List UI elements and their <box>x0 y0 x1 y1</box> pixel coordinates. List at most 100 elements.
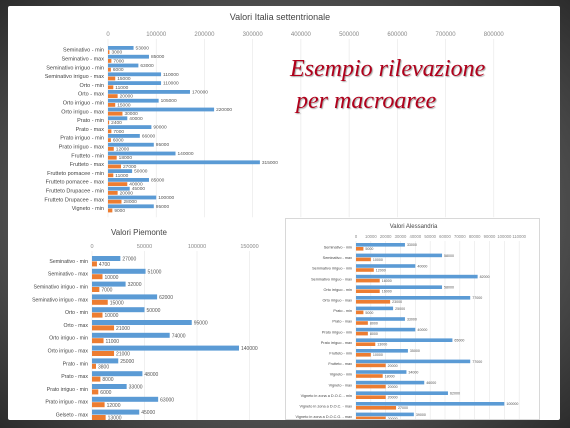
chart-title: Valori Piemonte <box>111 228 167 237</box>
x-tick-label: 0 <box>90 244 93 250</box>
data-label: 20000 <box>388 396 398 400</box>
category-label: Prato irriguo - max <box>59 145 104 151</box>
bar <box>92 409 140 415</box>
category-label: Prato irriguo - max <box>321 341 352 345</box>
bar <box>108 63 139 68</box>
data-label: 15000 <box>110 300 124 306</box>
category-label: Frutteto Drupacee - max <box>44 197 104 203</box>
bar <box>92 396 159 402</box>
bar <box>108 178 149 182</box>
category-label: Seminativo - max <box>323 256 352 260</box>
data-label: 10000 <box>373 353 383 357</box>
category-label: Vigneto - max <box>329 383 352 387</box>
data-label: 7000 <box>101 288 112 294</box>
bar <box>356 363 386 368</box>
category-label: Seminativo irriguo - max <box>311 277 352 281</box>
category-label: Frutteto - min <box>329 352 352 356</box>
category-label: Frutteto - max <box>70 162 104 168</box>
bar <box>356 349 408 353</box>
x-tick-label: 30000 <box>395 234 407 239</box>
data-label: 40000 <box>129 116 143 122</box>
bar <box>108 111 123 116</box>
bar <box>356 384 386 389</box>
data-label: 110000 <box>163 72 179 78</box>
x-tick-label: 700000 <box>436 32 457 38</box>
slide-title-line-2: per macroaree <box>296 88 437 114</box>
x-tick-label: 600000 <box>387 32 408 38</box>
bar <box>356 338 453 342</box>
chart-italia-settentrionale: Valori Italia settentrionale 0 100000 20000… <box>10 8 550 220</box>
data-label: 4700 <box>99 262 110 268</box>
category-label: Prato - min <box>63 361 88 367</box>
category-label: Orto irriguo - min <box>49 336 88 342</box>
slide-title-line-1: Esempio rilevazione <box>290 56 486 82</box>
data-label: 21000 <box>116 352 130 358</box>
x-tick-label: 20000 <box>380 234 392 239</box>
category-label: Orto - max <box>64 323 89 329</box>
data-label: 62000 <box>159 295 173 301</box>
data-label: 12000 <box>116 146 130 152</box>
data-label: 15000 <box>117 102 131 108</box>
bar <box>356 317 405 321</box>
x-tick-label: 0 <box>106 32 110 38</box>
bar <box>108 120 110 125</box>
bar <box>108 186 130 191</box>
category-label: Orto irriguo - min <box>324 288 352 292</box>
data-label: 35000 <box>410 349 420 353</box>
bar <box>356 321 368 325</box>
bar <box>108 204 154 209</box>
bar <box>108 103 116 107</box>
data-label: 48000 <box>144 372 158 378</box>
bar <box>92 376 101 382</box>
bar <box>92 274 103 280</box>
data-label: 25000 <box>395 307 405 311</box>
chart-title: Valori Italia settentrionale <box>230 12 330 22</box>
data-label: 50000 <box>134 169 148 175</box>
bar <box>356 257 371 262</box>
data-label: 23000 <box>392 300 402 304</box>
x-tick-label: 300000 <box>243 32 264 38</box>
bar <box>108 85 114 90</box>
x-tick-label: 50000 <box>424 234 436 239</box>
bar <box>108 90 190 94</box>
data-label: 62000 <box>450 392 460 396</box>
bar <box>92 256 121 261</box>
category-label: Seminativo - min <box>324 246 352 250</box>
bar <box>92 345 239 351</box>
data-label: 85000 <box>151 54 165 60</box>
category-label: Seminativo - max <box>62 57 105 63</box>
bar <box>108 173 114 178</box>
bar <box>92 351 115 356</box>
data-label: 90000 <box>153 125 167 131</box>
bar <box>356 406 397 410</box>
category-label: Seminativo - min <box>49 259 88 265</box>
data-label: 170000 <box>192 89 208 95</box>
bar <box>108 59 112 63</box>
data-label: 100000 <box>158 195 174 201</box>
bar <box>356 391 448 395</box>
category-label: Seminativo irriguo - max <box>32 297 88 303</box>
data-label: 45000 <box>141 410 155 416</box>
bar <box>356 306 394 311</box>
bar <box>108 195 157 200</box>
data-label: 27000 <box>398 406 408 410</box>
category-label: Prato - max <box>61 374 88 380</box>
bar <box>108 125 152 129</box>
bar <box>356 331 368 336</box>
bar <box>108 182 128 186</box>
data-label: 3800 <box>98 364 109 370</box>
bar <box>92 384 127 389</box>
bar <box>92 338 104 344</box>
data-label: 40000 <box>417 264 427 268</box>
category-label: Prato irriguo - min <box>322 330 352 334</box>
category-label: Orto irriguo - max <box>61 109 104 115</box>
bar <box>356 247 364 251</box>
category-label: Orto irriguo - min <box>63 101 104 107</box>
data-label: 39000 <box>416 413 426 417</box>
bar <box>108 169 133 173</box>
data-label: 140000 <box>178 151 194 157</box>
data-label: 63000 <box>160 397 174 403</box>
bar <box>108 98 159 103</box>
x-tick-label: 100000 <box>188 244 206 250</box>
category-label: Seminativo irriguo - max <box>45 74 105 80</box>
